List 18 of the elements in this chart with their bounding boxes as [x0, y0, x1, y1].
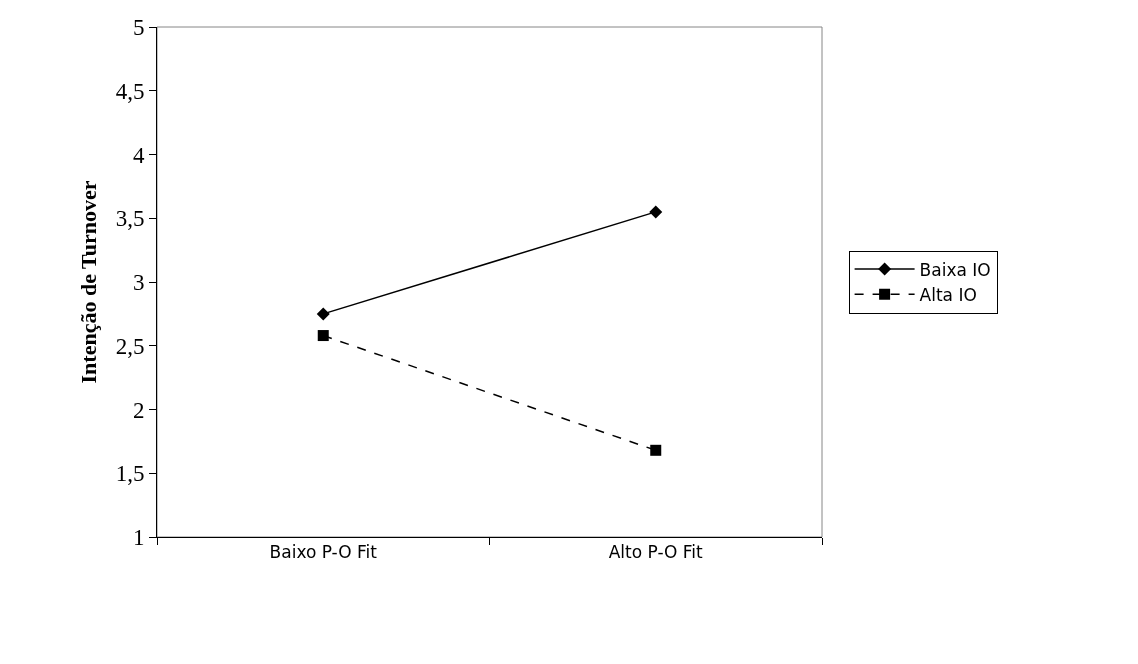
x-tick-label: Baixo P-O Fit — [269, 542, 378, 563]
x-tick-label: Alto P-O Fit — [608, 542, 704, 563]
y-axis-title: Intenção de Turnover — [76, 180, 102, 384]
y-tick-label: 2,5 — [115, 333, 145, 359]
y-tick-label: 1,5 — [115, 461, 145, 487]
y-tick-label: 4,5 — [115, 78, 145, 104]
y-tick-label: 3 — [132, 270, 145, 296]
point — [316, 307, 330, 321]
point — [650, 444, 662, 456]
y-tick-label: 3,5 — [115, 206, 145, 232]
y-tick-label: 2 — [132, 397, 145, 423]
legend-label: Baixa IO — [919, 259, 991, 280]
point — [649, 205, 663, 219]
y-tick-label: 4 — [132, 142, 145, 168]
y-tick-label: 1 — [132, 525, 145, 551]
legend-label: Alta IO — [919, 284, 977, 305]
y-tick-label: 5 — [132, 15, 145, 41]
point — [317, 330, 329, 342]
